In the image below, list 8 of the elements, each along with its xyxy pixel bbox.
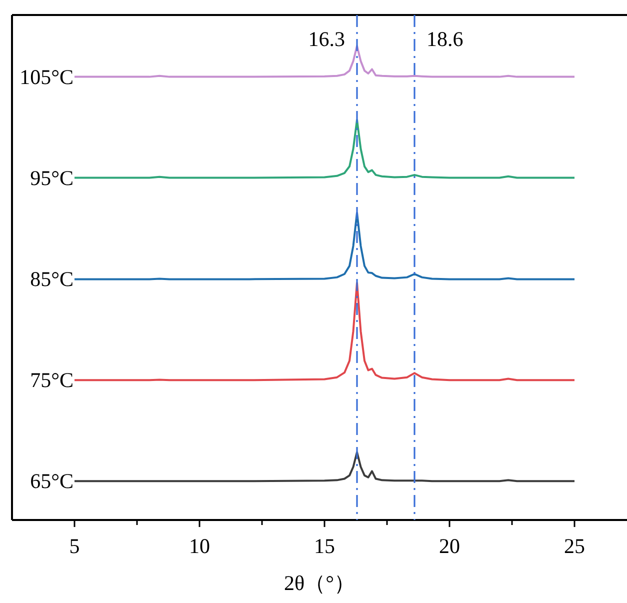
series-label: 85°C: [30, 267, 74, 292]
ref-line-label: 16.3: [308, 27, 345, 51]
series-label: 95°C: [30, 166, 74, 190]
series-label: 75°C: [30, 368, 74, 392]
series-label: 65°C: [30, 469, 74, 494]
ref-line-label: 18.6: [426, 27, 464, 51]
x-axis-title: 2θ（°）: [284, 571, 355, 595]
series-label: 105°C: [20, 64, 74, 89]
